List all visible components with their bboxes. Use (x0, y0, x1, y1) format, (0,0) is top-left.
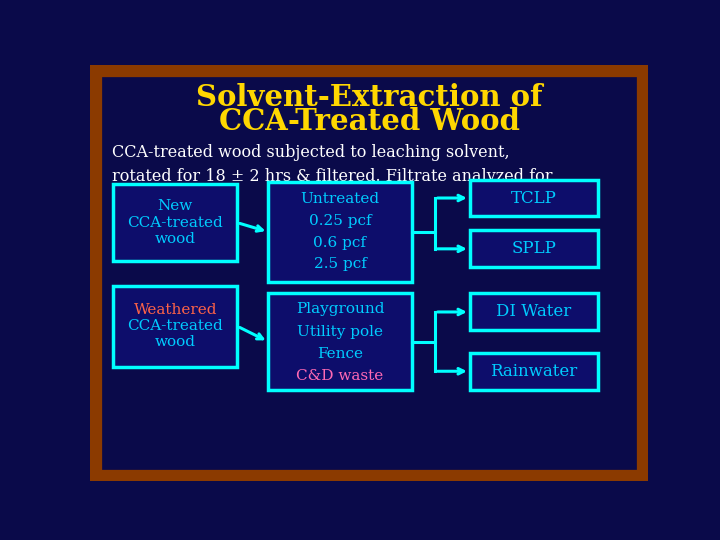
Text: Solvent-Extraction of: Solvent-Extraction of (196, 83, 542, 112)
FancyBboxPatch shape (269, 182, 412, 282)
Text: CCA-Treated Wood: CCA-Treated Wood (219, 107, 519, 136)
Text: CCA-treated: CCA-treated (127, 319, 223, 333)
Text: Fence: Fence (317, 347, 363, 361)
FancyBboxPatch shape (269, 294, 412, 390)
Text: CCA-treated wood subjected to leaching solvent,
rotated for 18 ± 2 hrs & filtere: CCA-treated wood subjected to leaching s… (112, 144, 552, 210)
Text: Utility pole: Utility pole (297, 325, 383, 339)
FancyBboxPatch shape (113, 184, 238, 261)
FancyBboxPatch shape (469, 294, 598, 330)
Text: Weathered: Weathered (133, 303, 217, 317)
Text: Playground: Playground (296, 302, 384, 316)
FancyBboxPatch shape (469, 179, 598, 217)
Text: New
CCA-treated
wood: New CCA-treated wood (127, 199, 223, 246)
FancyBboxPatch shape (113, 286, 238, 367)
Text: wood: wood (155, 335, 196, 349)
Text: DI Water: DI Water (496, 303, 571, 320)
Text: C&D waste: C&D waste (297, 369, 384, 383)
Text: Untreated
0.25 pcf
0.6 pcf
2.5 pcf: Untreated 0.25 pcf 0.6 pcf 2.5 pcf (300, 192, 379, 272)
FancyBboxPatch shape (469, 231, 598, 267)
Text: Rainwater: Rainwater (490, 363, 577, 380)
Text: TCLP: TCLP (510, 190, 557, 206)
Text: SPLP: SPLP (511, 240, 556, 258)
FancyBboxPatch shape (469, 353, 598, 390)
